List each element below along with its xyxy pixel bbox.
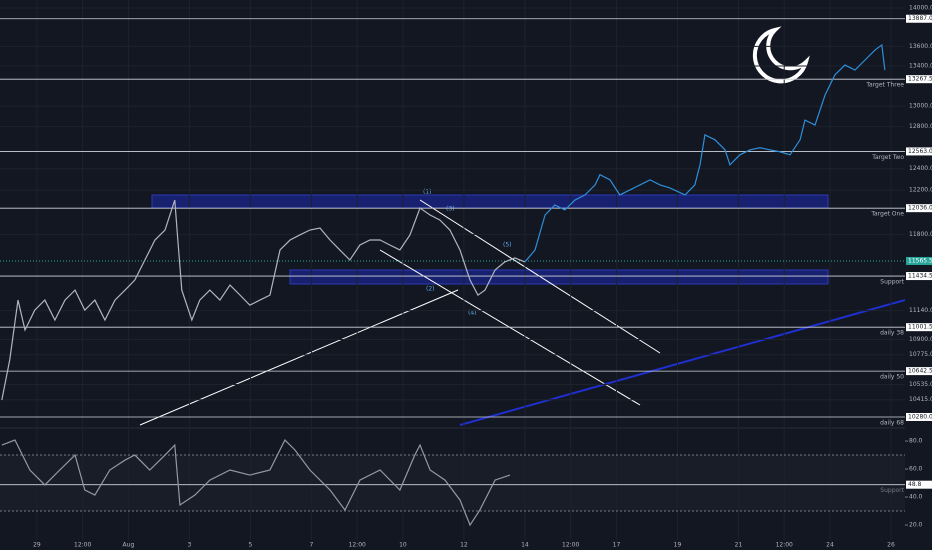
drawings [0, 26, 906, 429]
x-tick-label: 17 [613, 542, 621, 549]
wave-label: (3) [446, 206, 455, 213]
level-tag [906, 204, 932, 213]
rsi-tick-label: 20.0 [909, 522, 923, 529]
wave-label: (4) [468, 310, 477, 317]
rsi-level-name: Support [880, 487, 904, 494]
x-tick-label: 19 [674, 542, 682, 549]
current-price: 11565.5 [908, 257, 932, 264]
level-tag [906, 367, 932, 376]
level-tag [906, 147, 932, 156]
rsi-tick-label: 80.0 [909, 438, 923, 445]
rsi-level-tag [906, 480, 932, 489]
y-tick-label: 12800.0 [909, 123, 932, 130]
y-tick-label: 10900.0 [909, 336, 932, 343]
level-price: 12563.0 [908, 148, 932, 155]
level-tag [906, 412, 932, 421]
price-line [524, 43, 886, 263]
level-name: daily 50 [880, 374, 904, 381]
x-tick-label: 12 [460, 542, 468, 549]
resistance-zone [151, 194, 829, 209]
level-price: 13267.5 [908, 76, 932, 83]
support-zone [289, 269, 829, 285]
level-tag [906, 272, 932, 281]
x-tick-label: 3 [188, 542, 192, 549]
x-tick-label: 7 [310, 542, 314, 549]
x-tick-label: 14 [521, 542, 529, 549]
level-name: daily 38 [880, 330, 904, 337]
current-price-tag [906, 256, 932, 265]
level-tag [906, 75, 932, 84]
rsi-line [1, 439, 511, 527]
y-tick-label: 11800.0 [909, 231, 932, 238]
level-tag [906, 14, 932, 23]
rsi-tick-label: 40.0 [909, 494, 923, 501]
wave-label: (5) [503, 242, 512, 249]
level-price: 11434.5 [908, 273, 932, 280]
x-tick-label: 12:00 [776, 542, 793, 549]
x-tick-label: 21 [735, 542, 743, 549]
x-tick-label: 24 [826, 542, 834, 549]
x-tick-label: 29 [33, 542, 41, 549]
y-tick-label: 10775.0 [909, 351, 932, 358]
rsi-band [0, 455, 905, 512]
level-name: Support [880, 279, 904, 286]
level-price: 13887.0 [908, 15, 932, 22]
level-name: daily 68 [880, 419, 904, 426]
wave-label: (1) [423, 189, 432, 196]
x-tick-label: 10 [399, 542, 407, 549]
y-tick-label: 11140.0 [909, 307, 932, 314]
level-price: 11001.5 [908, 324, 932, 331]
x-tick-label: Aug [123, 542, 135, 549]
level-tag [906, 323, 932, 332]
x-tick-label: 26 [887, 542, 895, 549]
level-name: Target Three [865, 82, 904, 89]
wave-label: (2) [426, 286, 435, 293]
rsi-tick-label: 60.0 [909, 466, 923, 473]
price-line [1, 199, 526, 401]
x-tick-label: 12:00 [562, 542, 579, 549]
moon-icon [752, 26, 810, 84]
x-tick-label: 12:00 [74, 542, 91, 549]
level-name: Target One [870, 211, 904, 218]
level-price: 10280.0 [908, 413, 932, 420]
x-tick-label: 5 [249, 542, 253, 549]
x-tick-label: 12:00 [349, 542, 366, 549]
y-tick-label: 10415.0 [909, 396, 932, 403]
rsi-level-value: 48.8 [908, 481, 922, 488]
y-tick-label: 14000.0 [909, 5, 932, 12]
y-tick-label: 13000.0 [909, 103, 932, 110]
level-price: 12036.0 [908, 205, 932, 212]
y-tick-label: 12200.0 [909, 187, 932, 194]
y-tick-label: 13600.0 [909, 43, 932, 50]
trend-line [459, 299, 906, 426]
trend-line [139, 289, 459, 426]
y-tick-label: 10535.0 [909, 381, 932, 388]
y-tick-label: 13400.0 [909, 63, 932, 70]
level-price: 10642.5 [908, 368, 932, 375]
level-name: Target Two [871, 154, 904, 161]
y-tick-label: 12400.0 [909, 165, 932, 172]
